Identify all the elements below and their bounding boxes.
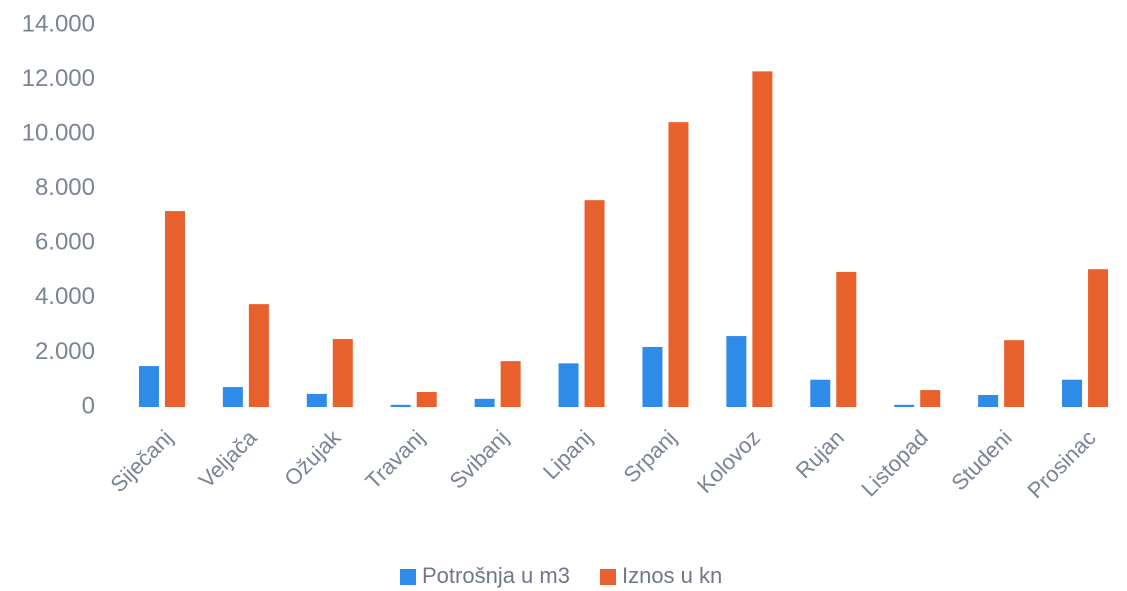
bar <box>978 394 999 407</box>
legend-swatch <box>400 569 416 585</box>
bar <box>332 339 353 407</box>
bar <box>1062 379 1083 407</box>
bar <box>306 393 327 407</box>
y-tick-label: 14.000 <box>22 10 95 37</box>
bar <box>920 390 941 407</box>
y-tick-label: 12.000 <box>22 65 95 92</box>
bar <box>584 200 605 407</box>
bar <box>474 398 495 407</box>
x-tick-label: Veljača <box>194 424 262 492</box>
x-tick-label: Studeni <box>946 425 1016 495</box>
bar <box>164 211 185 407</box>
x-tick-label: Srpanj <box>618 425 681 488</box>
bar <box>416 391 437 407</box>
x-tick-label: Travanj <box>360 425 429 494</box>
x-tick-label: Lipanj <box>538 425 597 484</box>
bar <box>390 404 411 407</box>
y-tick-label: 6.000 <box>35 229 95 256</box>
bar <box>1088 269 1109 407</box>
bar <box>138 366 159 407</box>
y-tick-label: 0 <box>82 392 95 419</box>
x-tick-label: Rujan <box>791 425 849 483</box>
y-tick-label: 10.000 <box>22 119 95 146</box>
x-tick-label: Kolovoz <box>692 425 765 498</box>
x-tick-label: Siječanj <box>105 425 177 497</box>
y-tick-label: 4.000 <box>35 283 95 310</box>
bar <box>752 71 773 407</box>
bar <box>248 304 269 407</box>
legend-swatch <box>599 569 616 585</box>
bar <box>500 361 521 407</box>
bar <box>836 271 857 407</box>
bar <box>1004 340 1025 407</box>
bar <box>726 336 747 407</box>
bar <box>668 122 689 407</box>
y-tick-label: 2.000 <box>35 338 95 365</box>
bar <box>810 379 831 407</box>
x-tick-label: Prosinac <box>1022 425 1100 503</box>
bar <box>642 346 663 407</box>
legend-label: Iznos u kn <box>622 563 722 588</box>
bar <box>558 363 579 407</box>
legend-label: Potrošnja u m3 <box>422 563 570 588</box>
x-tick-label: Listopad <box>856 425 933 502</box>
bar <box>894 404 915 407</box>
y-tick-label: 8.000 <box>35 174 95 201</box>
x-tick-label: Ožujak <box>279 424 346 491</box>
x-tick-label: Svibanj <box>445 425 514 494</box>
bar <box>222 387 243 407</box>
